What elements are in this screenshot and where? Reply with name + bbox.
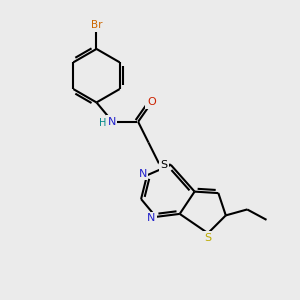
Text: O: O	[147, 98, 156, 107]
Text: N: N	[138, 169, 147, 179]
Text: Br: Br	[91, 20, 102, 30]
Text: N: N	[147, 213, 156, 224]
Text: S: S	[160, 160, 167, 170]
Text: S: S	[204, 233, 211, 243]
Text: N: N	[108, 117, 116, 127]
Text: H: H	[99, 118, 107, 128]
